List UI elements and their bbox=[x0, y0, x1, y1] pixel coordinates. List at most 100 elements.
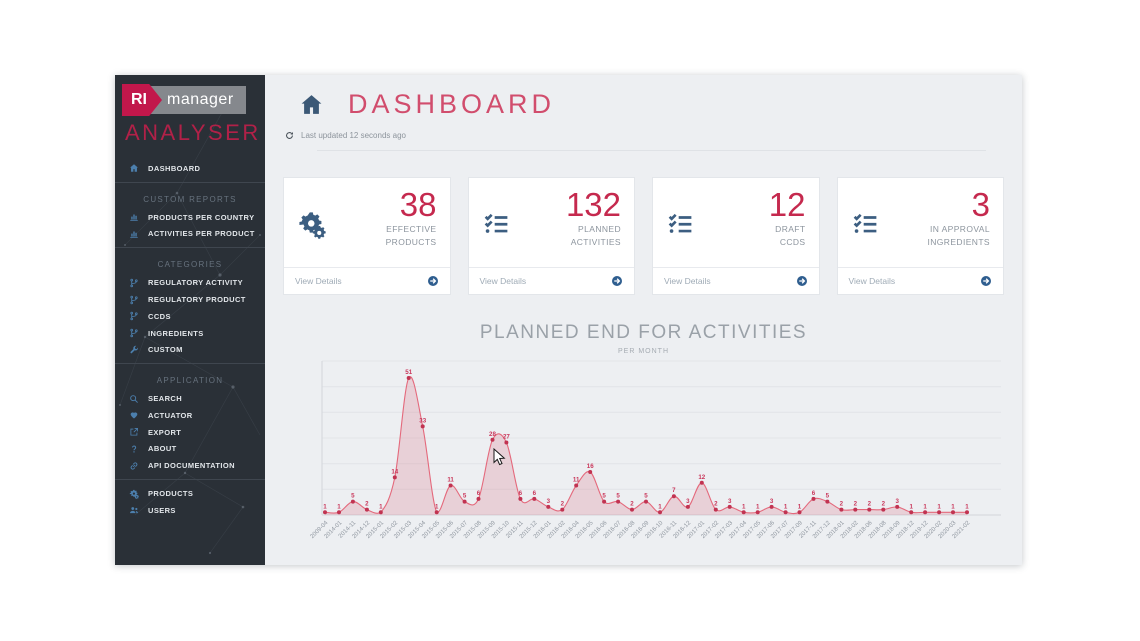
chart-point-label: 11 bbox=[573, 477, 580, 484]
chart-point[interactable] bbox=[378, 510, 383, 515]
home-icon bbox=[301, 95, 322, 114]
chart-point-label: 12 bbox=[698, 474, 705, 481]
sidebar-item-regulatory-product[interactable]: REGULATORY PRODUCT bbox=[115, 291, 265, 308]
chart-point[interactable] bbox=[448, 483, 453, 488]
chart-point[interactable] bbox=[323, 510, 327, 515]
chart-point[interactable] bbox=[769, 504, 774, 509]
chart-point[interactable] bbox=[881, 507, 886, 512]
chart-title: PLANNED END FOR ACTIVITIES bbox=[479, 322, 808, 343]
chart-point[interactable] bbox=[616, 499, 621, 504]
chart-point[interactable] bbox=[434, 510, 439, 515]
sidebar-item-dashboard[interactable]: DASHBOARD bbox=[115, 160, 265, 177]
sidebar-item-custom[interactable]: CUSTOM bbox=[115, 341, 265, 358]
chart-point[interactable] bbox=[588, 470, 593, 474]
chart-point[interactable] bbox=[811, 496, 816, 501]
chart-point[interactable] bbox=[490, 437, 495, 442]
chart-point[interactable] bbox=[560, 507, 565, 512]
sidebar-item-users[interactable]: USERS bbox=[115, 502, 265, 519]
chart-point[interactable] bbox=[867, 507, 872, 512]
chart-point[interactable] bbox=[630, 507, 634, 512]
chart-point[interactable] bbox=[476, 496, 481, 501]
sidebar-item-search[interactable]: SEARCH bbox=[115, 390, 265, 407]
sidebar-item-label: PRODUCTS PER COUNTRY bbox=[148, 212, 255, 222]
chart-point[interactable] bbox=[755, 510, 760, 515]
chart-point[interactable] bbox=[350, 499, 355, 504]
chart-point[interactable] bbox=[406, 376, 411, 380]
chart-point[interactable] bbox=[392, 475, 397, 480]
chart-point-label: 6 bbox=[477, 490, 481, 497]
arrow-circle-right-icon bbox=[981, 276, 991, 286]
chart-point[interactable] bbox=[923, 510, 928, 515]
chart-point[interactable] bbox=[546, 504, 551, 509]
refresh-icon[interactable] bbox=[285, 131, 294, 140]
chart-point[interactable] bbox=[420, 424, 425, 429]
sidebar-item-ingredients[interactable]: INGREDIENTS bbox=[115, 325, 265, 342]
chart-point[interactable] bbox=[951, 510, 955, 515]
chart-point[interactable] bbox=[853, 507, 858, 512]
sidebar-item-activities-per-product[interactable]: ACTIVITIES PER PRODUCT bbox=[115, 226, 265, 243]
chart-point[interactable] bbox=[504, 440, 509, 445]
chart-point-label: 2 bbox=[882, 501, 886, 508]
sidebar-item-products-per-country[interactable]: PRODUCTS PER COUNTRY bbox=[115, 209, 265, 226]
view-details-link[interactable]: View Details bbox=[837, 267, 1003, 294]
sidebar-item-products[interactable]: PRODUCTS bbox=[115, 485, 265, 502]
chart-point[interactable] bbox=[839, 507, 844, 512]
chart-point-label: 1 bbox=[658, 503, 662, 510]
chart-point[interactable] bbox=[364, 507, 369, 512]
chart-point[interactable] bbox=[797, 510, 802, 515]
sidebar-item-regulatory-activity[interactable]: REGULATORY ACTIVITY bbox=[115, 274, 265, 291]
sidebar-item-export[interactable]: EXPORT bbox=[115, 424, 265, 441]
chart-point-label: 3 bbox=[547, 498, 551, 505]
stat-label: EFFECTIVE PRODUCTS bbox=[385, 224, 437, 247]
chart-subtitle: PER MONTH bbox=[618, 348, 669, 355]
chart-point-label: 2 bbox=[365, 501, 369, 508]
sidebar-item-label: INGREDIENTS bbox=[148, 328, 204, 338]
chart-point[interactable] bbox=[644, 499, 648, 504]
external-link-icon bbox=[130, 428, 138, 436]
chart-point[interactable] bbox=[713, 507, 718, 512]
stat-value: 132 bbox=[565, 186, 621, 223]
view-details-link[interactable]: View Details bbox=[653, 267, 819, 294]
chart-point[interactable] bbox=[783, 510, 788, 515]
chart-point-label: 1 bbox=[937, 503, 941, 510]
chart-point[interactable] bbox=[685, 504, 690, 509]
product-name: ANALYSER bbox=[125, 120, 261, 145]
chart-point[interactable] bbox=[518, 496, 523, 501]
chart-point[interactable] bbox=[532, 496, 537, 501]
chart-point-label: 6 bbox=[519, 490, 523, 497]
chart-point-label: 16 bbox=[587, 463, 594, 470]
chart-point-label: 2 bbox=[868, 501, 872, 508]
chart-point-label: 3 bbox=[770, 498, 774, 505]
stat-cards-row: 38 EFFECTIVE PRODUCTS View Details 132 PLANNE… bbox=[283, 177, 1004, 295]
chart-point[interactable] bbox=[602, 499, 607, 504]
chart-point[interactable] bbox=[727, 504, 732, 509]
chart-point-label: 1 bbox=[798, 503, 802, 510]
chart-point[interactable] bbox=[895, 504, 900, 509]
chart-point[interactable] bbox=[658, 510, 662, 515]
code-branch-icon bbox=[130, 312, 138, 321]
chart-point[interactable] bbox=[909, 510, 914, 515]
page-header: DASHBOARD Last updated 12 seconds ago bbox=[265, 75, 1022, 151]
chart-point-label: 14 bbox=[391, 468, 398, 475]
sidebar-item-actuator[interactable]: ACTUATOR bbox=[115, 407, 265, 424]
chart-canvas: 12009-0412014-0152014-1122014-1212015-01… bbox=[310, 360, 1001, 540]
chart-point-label: 33 bbox=[419, 417, 426, 424]
view-details-link[interactable]: View Details bbox=[468, 267, 634, 294]
chart-point[interactable] bbox=[671, 494, 676, 499]
chart-point-label: 3 bbox=[895, 498, 899, 505]
chart-point[interactable] bbox=[937, 510, 942, 515]
activities-chart: 1 2009-04 1 2014-01 5 2014-11 2 2014-12 1 2015-01… bbox=[283, 358, 1004, 546]
chart-point[interactable] bbox=[825, 499, 830, 504]
chart-point[interactable] bbox=[462, 499, 467, 504]
chart-point[interactable] bbox=[574, 483, 579, 488]
view-details-link[interactable]: View Details bbox=[284, 267, 450, 294]
chart-point[interactable] bbox=[965, 510, 969, 515]
chart-point[interactable] bbox=[337, 510, 341, 515]
chart-point[interactable] bbox=[741, 510, 746, 515]
stat-card-body: 12 DRAFT CCDS bbox=[653, 178, 819, 267]
sidebar-item-label: CUSTOM bbox=[148, 345, 183, 355]
chart-point[interactable] bbox=[699, 480, 704, 485]
sidebar-item-api-documentation[interactable]: API DOCUMENTATION bbox=[115, 457, 265, 474]
sidebar-item-about[interactable]: ABOUT bbox=[115, 441, 265, 458]
sidebar-item-ccds[interactable]: CCDS bbox=[115, 308, 265, 325]
